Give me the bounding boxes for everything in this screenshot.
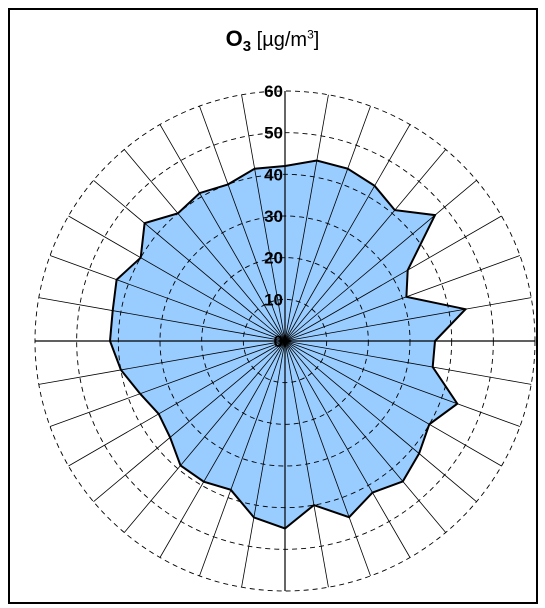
- data-point: [120, 369, 122, 371]
- data-point: [456, 402, 459, 405]
- grid-layer: [34, 90, 536, 592]
- data-point: [284, 165, 286, 167]
- data-point: [418, 452, 420, 455]
- spoke-line: [241, 94, 286, 342]
- data-point: [371, 491, 374, 494]
- grid-ring: [201, 257, 369, 425]
- data-point: [253, 516, 255, 519]
- data-point: [405, 296, 408, 298]
- data-point: [230, 489, 232, 491]
- chart-title: O3 [µg/m3]: [0, 26, 545, 55]
- title-subscript: 3: [242, 38, 252, 55]
- data-point: [406, 269, 409, 272]
- data-point: [348, 516, 350, 518]
- tick-label-layer: 0 10 20 30 40 50 60: [264, 82, 283, 351]
- data-point: [313, 504, 315, 506]
- data-point: [434, 340, 436, 342]
- data-point: [169, 436, 171, 439]
- tick-label: 0: [274, 332, 283, 351]
- data-point: [177, 212, 179, 215]
- data-point: [284, 527, 286, 530]
- data-point: [198, 192, 201, 194]
- grid-ring: [159, 215, 411, 467]
- spoke-line: [68, 215, 286, 342]
- tick-label: 60: [264, 82, 283, 101]
- data-point: [373, 185, 376, 187]
- data-point: [394, 209, 396, 211]
- data-point: [428, 423, 431, 426]
- data-point: [157, 413, 160, 415]
- tick-label: 10: [264, 290, 283, 309]
- data-point: [109, 340, 111, 342]
- tick-label: 20: [264, 249, 283, 268]
- data-point: [139, 392, 141, 395]
- grid-ring: [117, 173, 453, 509]
- tick-label: 50: [264, 124, 283, 143]
- data-point: [203, 480, 205, 483]
- data-point: [346, 167, 349, 170]
- data-point: [316, 159, 318, 162]
- spoke-line: [49, 340, 286, 427]
- grid-ring: [242, 298, 328, 384]
- title-unit-power: 3: [307, 27, 314, 42]
- data-point: [227, 183, 229, 186]
- title-symbol: O: [225, 26, 243, 51]
- data-point: [139, 256, 142, 259]
- data-point: [434, 214, 436, 216]
- data-outline-layer: [108, 159, 468, 530]
- grid-ring: [34, 90, 536, 592]
- data-point: [143, 222, 146, 224]
- data-point: [253, 167, 256, 170]
- data-point: [179, 464, 182, 467]
- grid-ring: [76, 132, 494, 550]
- data-point: [111, 309, 114, 312]
- data-point: [464, 308, 467, 311]
- data-point: [431, 366, 434, 368]
- tick-label: 30: [264, 207, 283, 226]
- data-point: [115, 278, 118, 281]
- title-unit-suffix: ]: [313, 29, 320, 51]
- title-unit-prefix: [µg/m: [256, 29, 308, 51]
- data-point: [402, 480, 404, 483]
- tick-label: 40: [264, 165, 283, 184]
